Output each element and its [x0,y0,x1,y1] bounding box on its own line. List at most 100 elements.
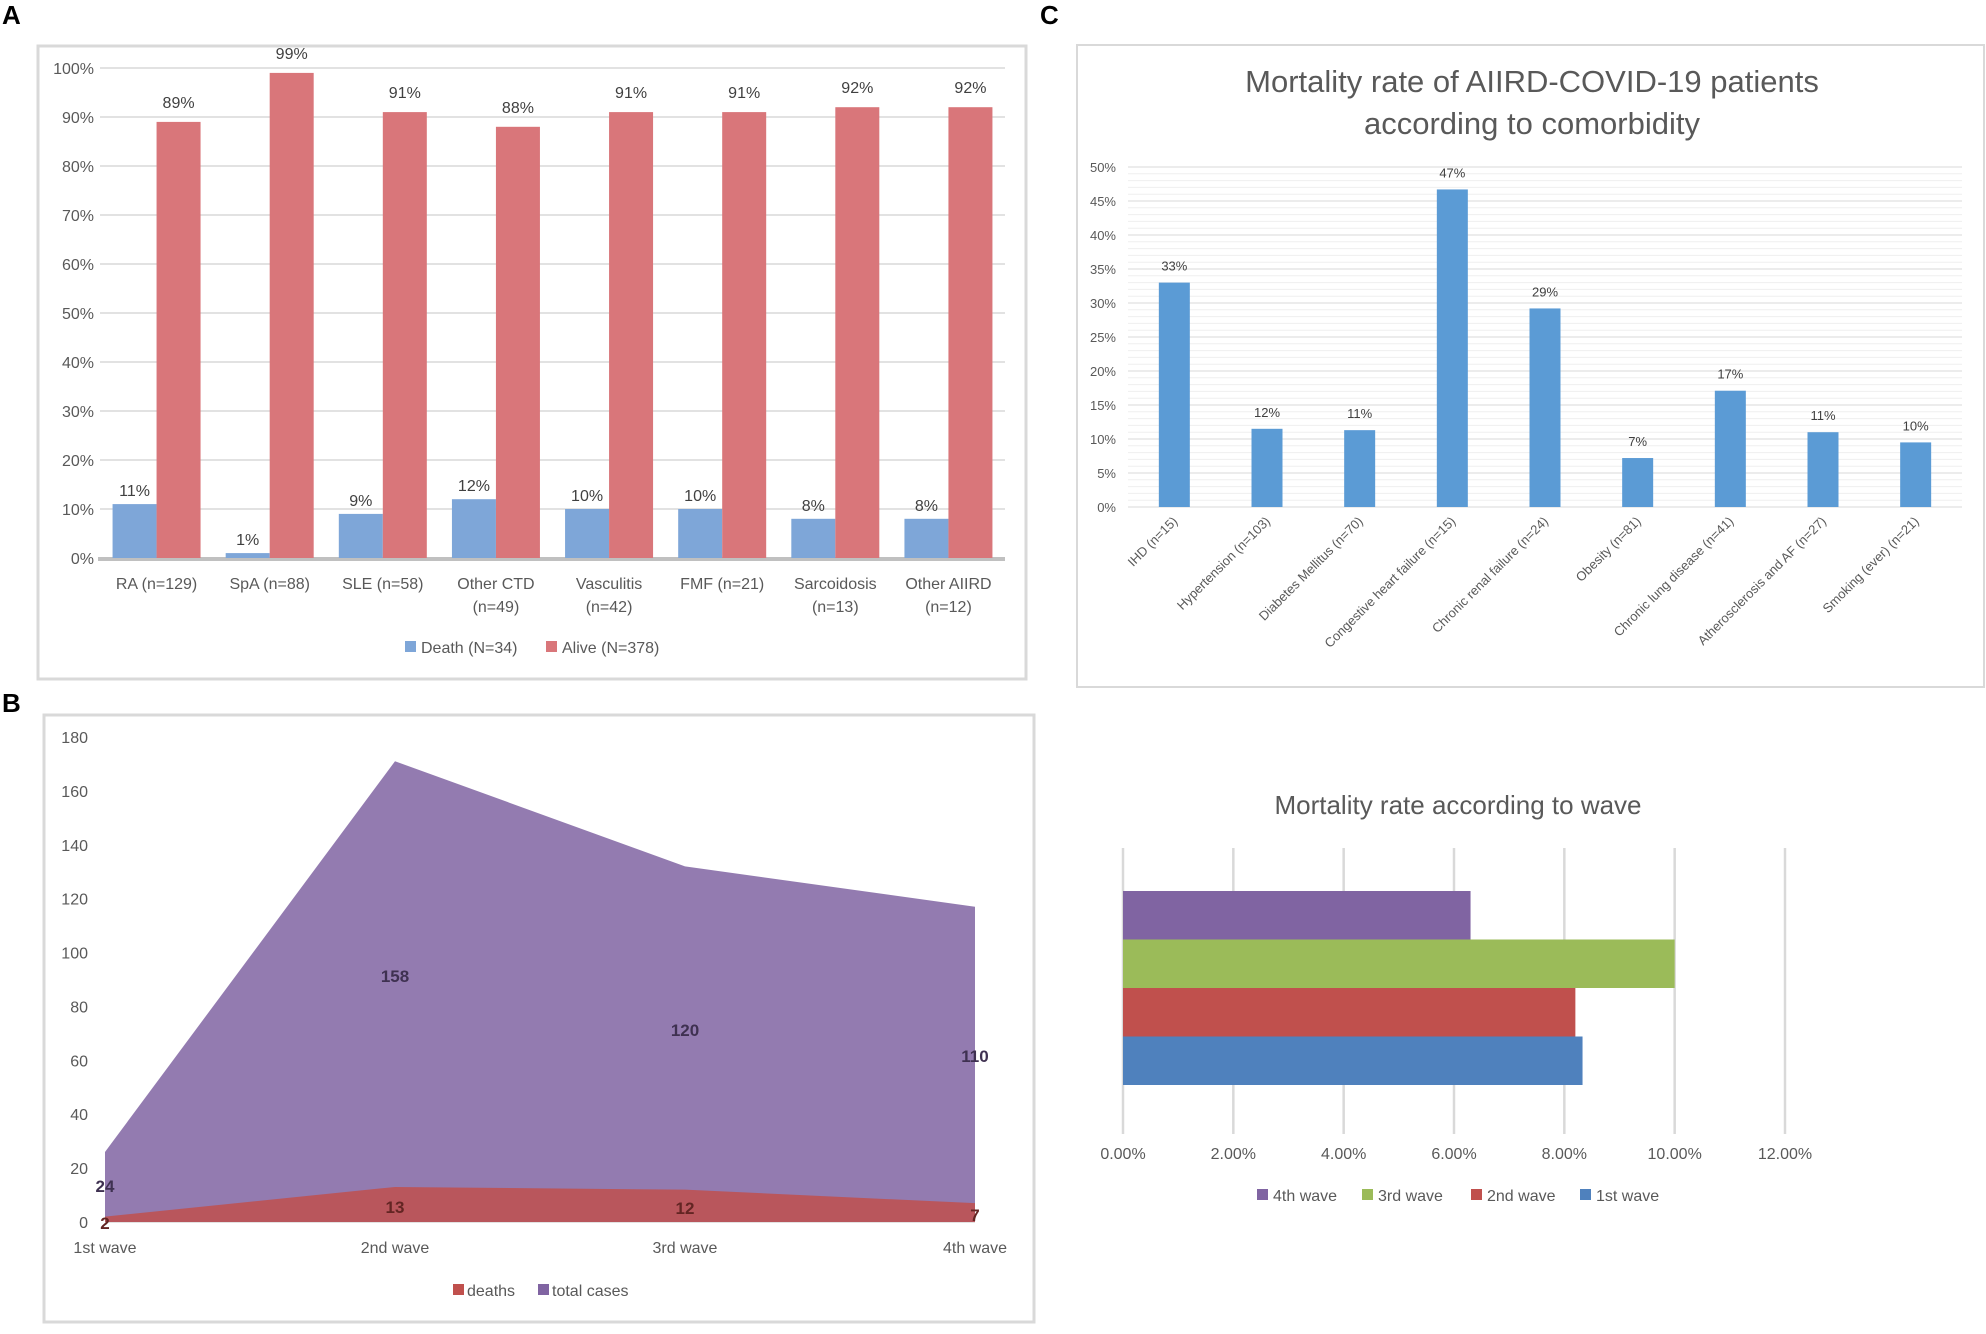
chart-c2-legend-label: 4th wave [1273,1188,1337,1205]
chart-c-bar [1251,428,1283,507]
chart-c2-legend-swatch [1580,1189,1591,1200]
chart-c-y-tick: 5% [1097,466,1116,481]
chart-c2-bar [1123,939,1675,988]
chart-a-legend-swatch-death [405,641,416,652]
chart-b-area-total-cases [105,761,975,1222]
chart-c2-legend-swatch [1362,1189,1373,1200]
chart-a-label-alive: 91% [728,85,760,102]
chart-a-bar-death [338,513,383,558]
chart-a-x-tick: Other CTD [457,576,534,593]
chart-c-bar-label: 17% [1717,367,1743,382]
chart-a-label-alive: 91% [615,85,647,102]
panel-letter-b: B [2,688,21,718]
chart-a-bar-death [565,509,610,558]
chart-a-bar-death [225,553,270,558]
chart-c-y-tick: 45% [1090,194,1116,209]
chart-b-label-deaths: 13 [386,1198,405,1217]
chart-a-x-tick: Sarcoidosis [794,576,877,593]
chart-c2-legend-label: 2nd wave [1487,1188,1556,1205]
chart-c-y-tick: 0% [1097,500,1116,515]
chart-b-x-tick: 4th wave [943,1240,1007,1257]
chart-b-area-deaths [105,1186,975,1222]
chart-b-x-tick: 1st wave [73,1240,136,1257]
chart-a-y-tick: 70% [62,208,94,225]
panel-letter-a: A [2,0,21,30]
chart-c-title-line-1: Mortality rate of AIIRD-COVID-19 patient… [1245,64,1819,99]
chart-b-y-tick: 100 [61,946,88,963]
chart-a-bar-alive [722,112,767,558]
chart-b-x-tick: 3rd wave [653,1240,718,1257]
chart-c-bar [1344,430,1376,507]
chart-a-x-tick: Vasculitis [576,576,642,593]
chart-c2-legend-swatch [1257,1189,1268,1200]
chart-c-bar [1714,390,1746,507]
chart-a-label-death: 9% [349,493,372,510]
chart-b-label-total: 158 [381,967,409,986]
chart-a-x-tick: FMF (n=21) [680,576,764,593]
chart-a-y-tick: 0% [71,551,94,568]
chart-b-y-tick: 0 [79,1215,88,1232]
chart-c2-x-tick: 2.00% [1211,1146,1256,1163]
chart-c2-legend-label: 1st wave [1596,1188,1659,1205]
chart-a-y-tick: 100% [53,61,94,78]
chart-c-bar [1158,282,1190,507]
chart-b-label-deaths: 7 [970,1206,979,1225]
chart-a-y-tick: 40% [62,355,94,372]
chart-a-x-tick: (n=12) [925,599,972,616]
chart-a-bar-death [791,518,836,558]
chart-b-y-tick: 160 [61,784,88,801]
chart-a-label-alive: 89% [163,95,195,112]
chart-c2-bar [1123,891,1471,940]
chart-b-y-tick: 40 [70,1107,88,1124]
chart-b-label-total: 24 [96,1177,115,1196]
chart-a-legend-death: Death (N=34) [421,640,518,657]
chart-a-bar-alive [495,126,540,559]
chart-c-comorbidity-mortality: Mortality rate of AIIRD-COVID-19 patient… [1076,44,1985,688]
chart-a-legend-alive: Alive (N=378) [562,640,659,657]
chart-b-legend-swatch-deaths [453,1284,464,1295]
chart-c2-x-tick: 6.00% [1431,1146,1476,1163]
chart-c-y-tick: 35% [1090,262,1116,277]
chart-c-bar-label: 47% [1439,165,1465,180]
chart-c-y-tick: 15% [1090,398,1116,413]
chart-c-y-tick: 25% [1090,330,1116,345]
chart-a-bar-alive [156,121,201,559]
chart-a-bar-death [451,499,496,558]
chart-c-bar-label: 33% [1161,259,1187,274]
chart-c2-x-tick: 12.00% [1758,1146,1812,1163]
chart-b-label-deaths: 2 [100,1214,109,1233]
chart-a-label-alive: 92% [841,80,873,97]
chart-a-x-tick: RA (n=129) [116,576,197,593]
chart-a-bar-alive [835,107,880,558]
chart-c-bar-label: 7% [1628,434,1647,449]
chart-a-y-tick: 10% [62,502,94,519]
chart-b-y-tick: 80 [70,999,88,1016]
chart-a-label-alive: 92% [954,80,986,97]
chart-a-legend-swatch-alive [546,641,557,652]
chart-c2-title: Mortality rate according to wave [1274,790,1641,820]
chart-b-legend-deaths: deaths [467,1283,515,1300]
chart-a-mortality-by-diagnosis: 0% 10% 20% 30% 40% 50% 60% 70% 80% 90% 100% 11% 89%… [36,44,1028,681]
chart-c-y-tick: 20% [1090,364,1116,379]
chart-c2-bar [1123,1036,1583,1085]
chart-b-cases-by-wave: 0 20 40 60 80 100 120 140 160 180 1st wave 2nd wav… [42,713,1036,1324]
chart-c-bar [1807,432,1839,507]
chart-c-wave-mortality: Mortality rate according to wave 0.00% 2.… [1100,790,1812,1205]
chart-a-label-death: 1% [236,532,259,549]
chart-c-bar [1622,458,1654,507]
chart-a-x-tick: SLE (n=58) [342,576,423,593]
chart-b-y-tick: 20 [70,1161,88,1178]
chart-b-label-total: 120 [671,1021,699,1040]
chart-c-y-tick: 30% [1090,296,1116,311]
chart-a-y-tick: 90% [62,110,94,127]
chart-a-label-death: 10% [571,488,603,505]
chart-c-bar-label: 10% [1903,418,1929,433]
chart-c2-legend-swatch [1471,1189,1482,1200]
chart-a-bar-alive [269,72,314,559]
chart-c2-x-tick: 10.00% [1648,1146,1702,1163]
chart-a-label-alive: 99% [276,46,308,63]
chart-a-label-death: 12% [458,478,490,495]
chart-b-y-tick: 120 [61,892,88,909]
chart-b-legend-swatch-total [538,1284,549,1295]
